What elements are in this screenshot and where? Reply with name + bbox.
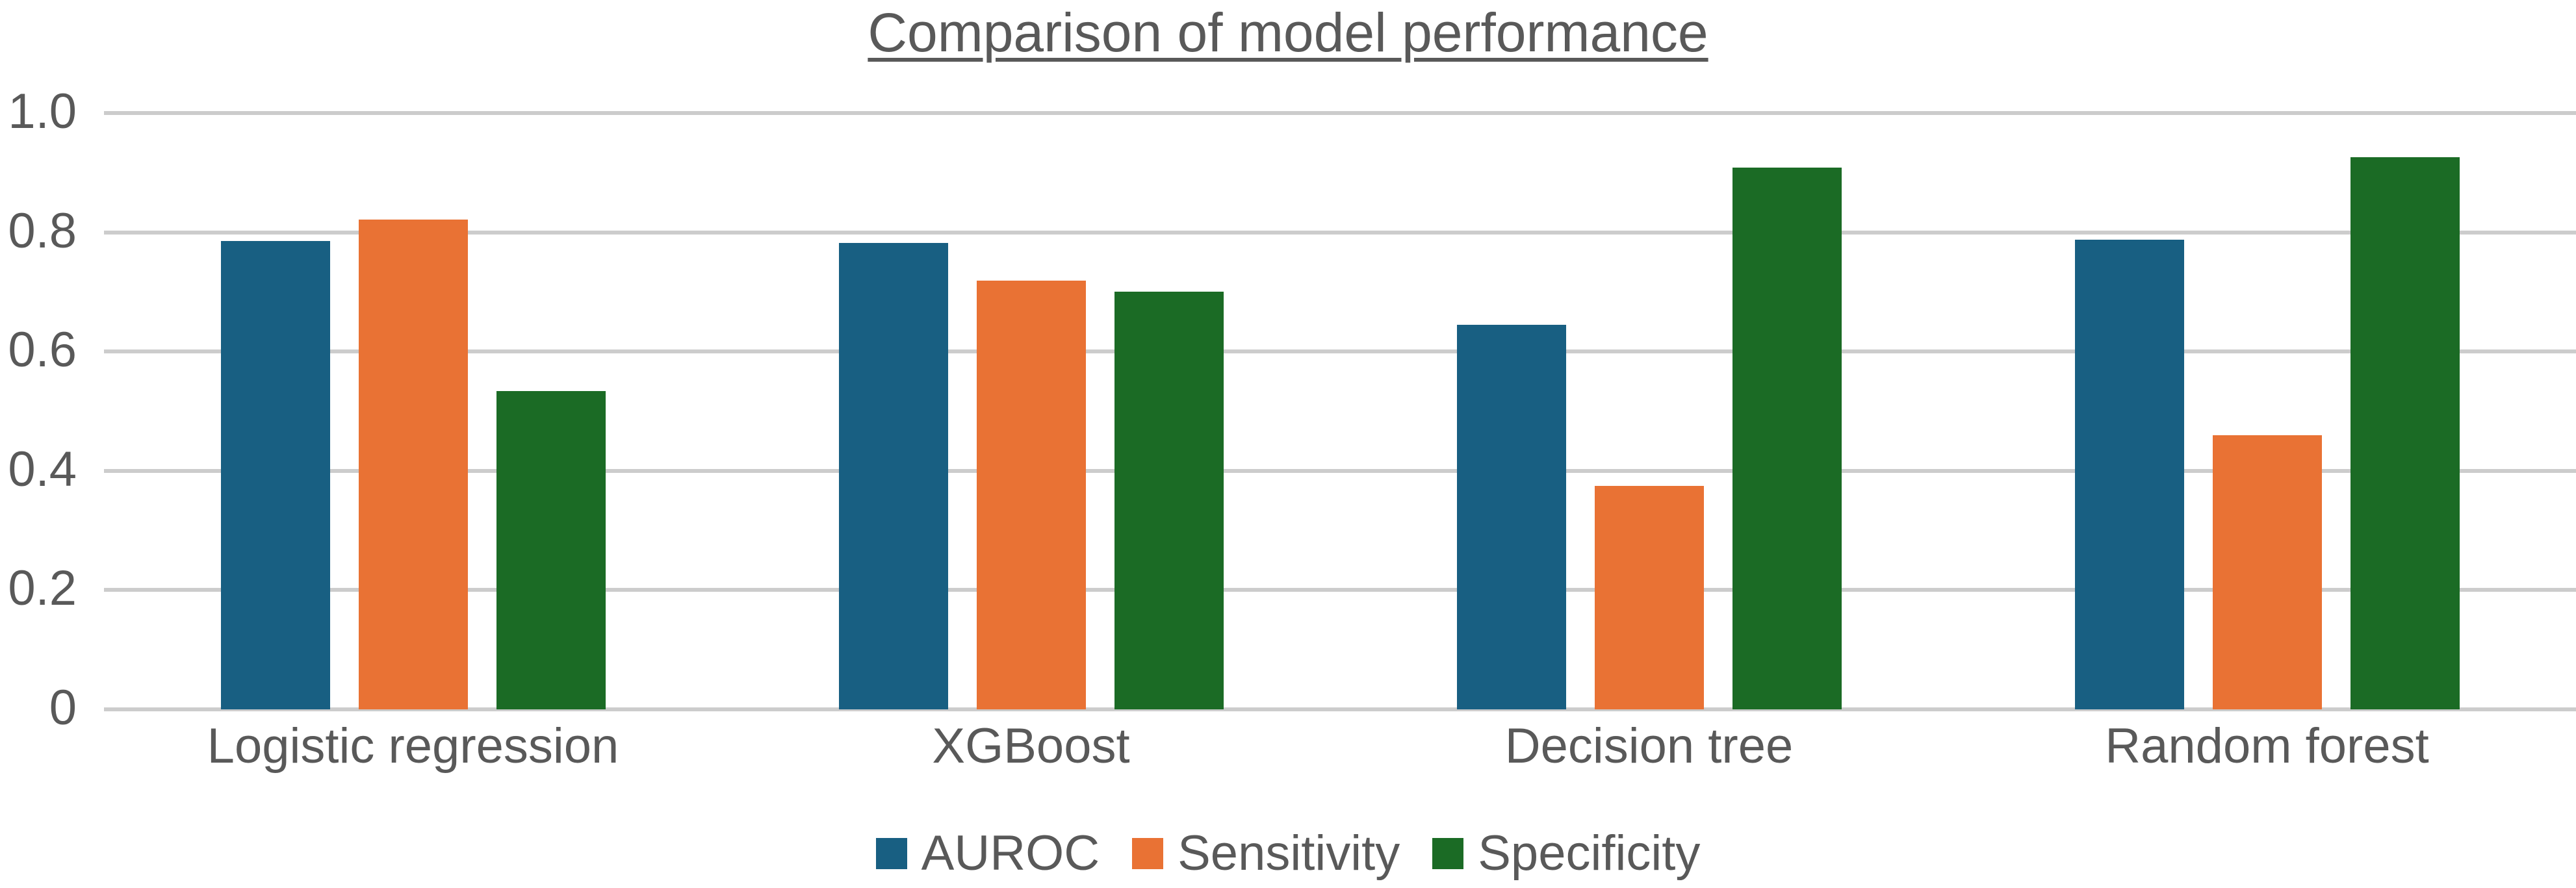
y-tick-label: 0: [49, 680, 77, 735]
legend-label: Specificity: [1478, 826, 1701, 881]
chart-title: Comparison of model performance: [868, 2, 1708, 63]
gridline: [104, 707, 2576, 711]
legend-item: Sensitivity: [1132, 825, 1400, 882]
bar-specificity: [496, 390, 606, 709]
y-tick-label: 0.2: [8, 561, 77, 616]
y-tick-label: 0.4: [8, 441, 77, 497]
y-tick-label: 0.8: [8, 203, 77, 259]
plot-area: [104, 111, 2576, 711]
x-tick-label: Random forest: [2105, 718, 2429, 774]
bar-specificity: [1114, 292, 1224, 709]
legend-item: Specificity: [1432, 825, 1700, 882]
legend-item: AUROC: [875, 825, 1100, 882]
gridline: [104, 349, 2576, 354]
x-tick-label: Logistic regression: [207, 718, 619, 774]
bar-auroc: [1456, 324, 1566, 709]
bar-specificity: [2350, 157, 2460, 709]
x-tick-label: XGBoost: [932, 718, 1130, 774]
legend-swatch-icon: [1132, 837, 1164, 869]
legend-label: Sensitivity: [1178, 826, 1400, 881]
legend-swatch-icon: [1432, 837, 1464, 869]
gridline: [104, 111, 2576, 115]
y-tick-label: 1.0: [8, 84, 77, 139]
y-tick-label: 0.6: [8, 322, 77, 378]
legend: AUROC Sensitivity Specificity: [0, 825, 2576, 882]
gridline: [104, 468, 2576, 473]
bar-sensitivity: [358, 220, 468, 709]
bar-auroc: [220, 241, 330, 709]
bar-auroc: [2074, 239, 2184, 709]
bar-sensitivity: [1594, 485, 1704, 709]
gridline: [104, 588, 2576, 592]
bar-specificity: [1732, 167, 1842, 709]
legend-label: AUROC: [921, 826, 1100, 881]
bar-sensitivity: [976, 280, 1086, 709]
gridline: [104, 230, 2576, 235]
bar-sensitivity: [2212, 435, 2322, 709]
legend-swatch-icon: [875, 837, 907, 869]
bar-auroc: [838, 243, 948, 709]
x-tick-label: Decision tree: [1504, 718, 1794, 774]
